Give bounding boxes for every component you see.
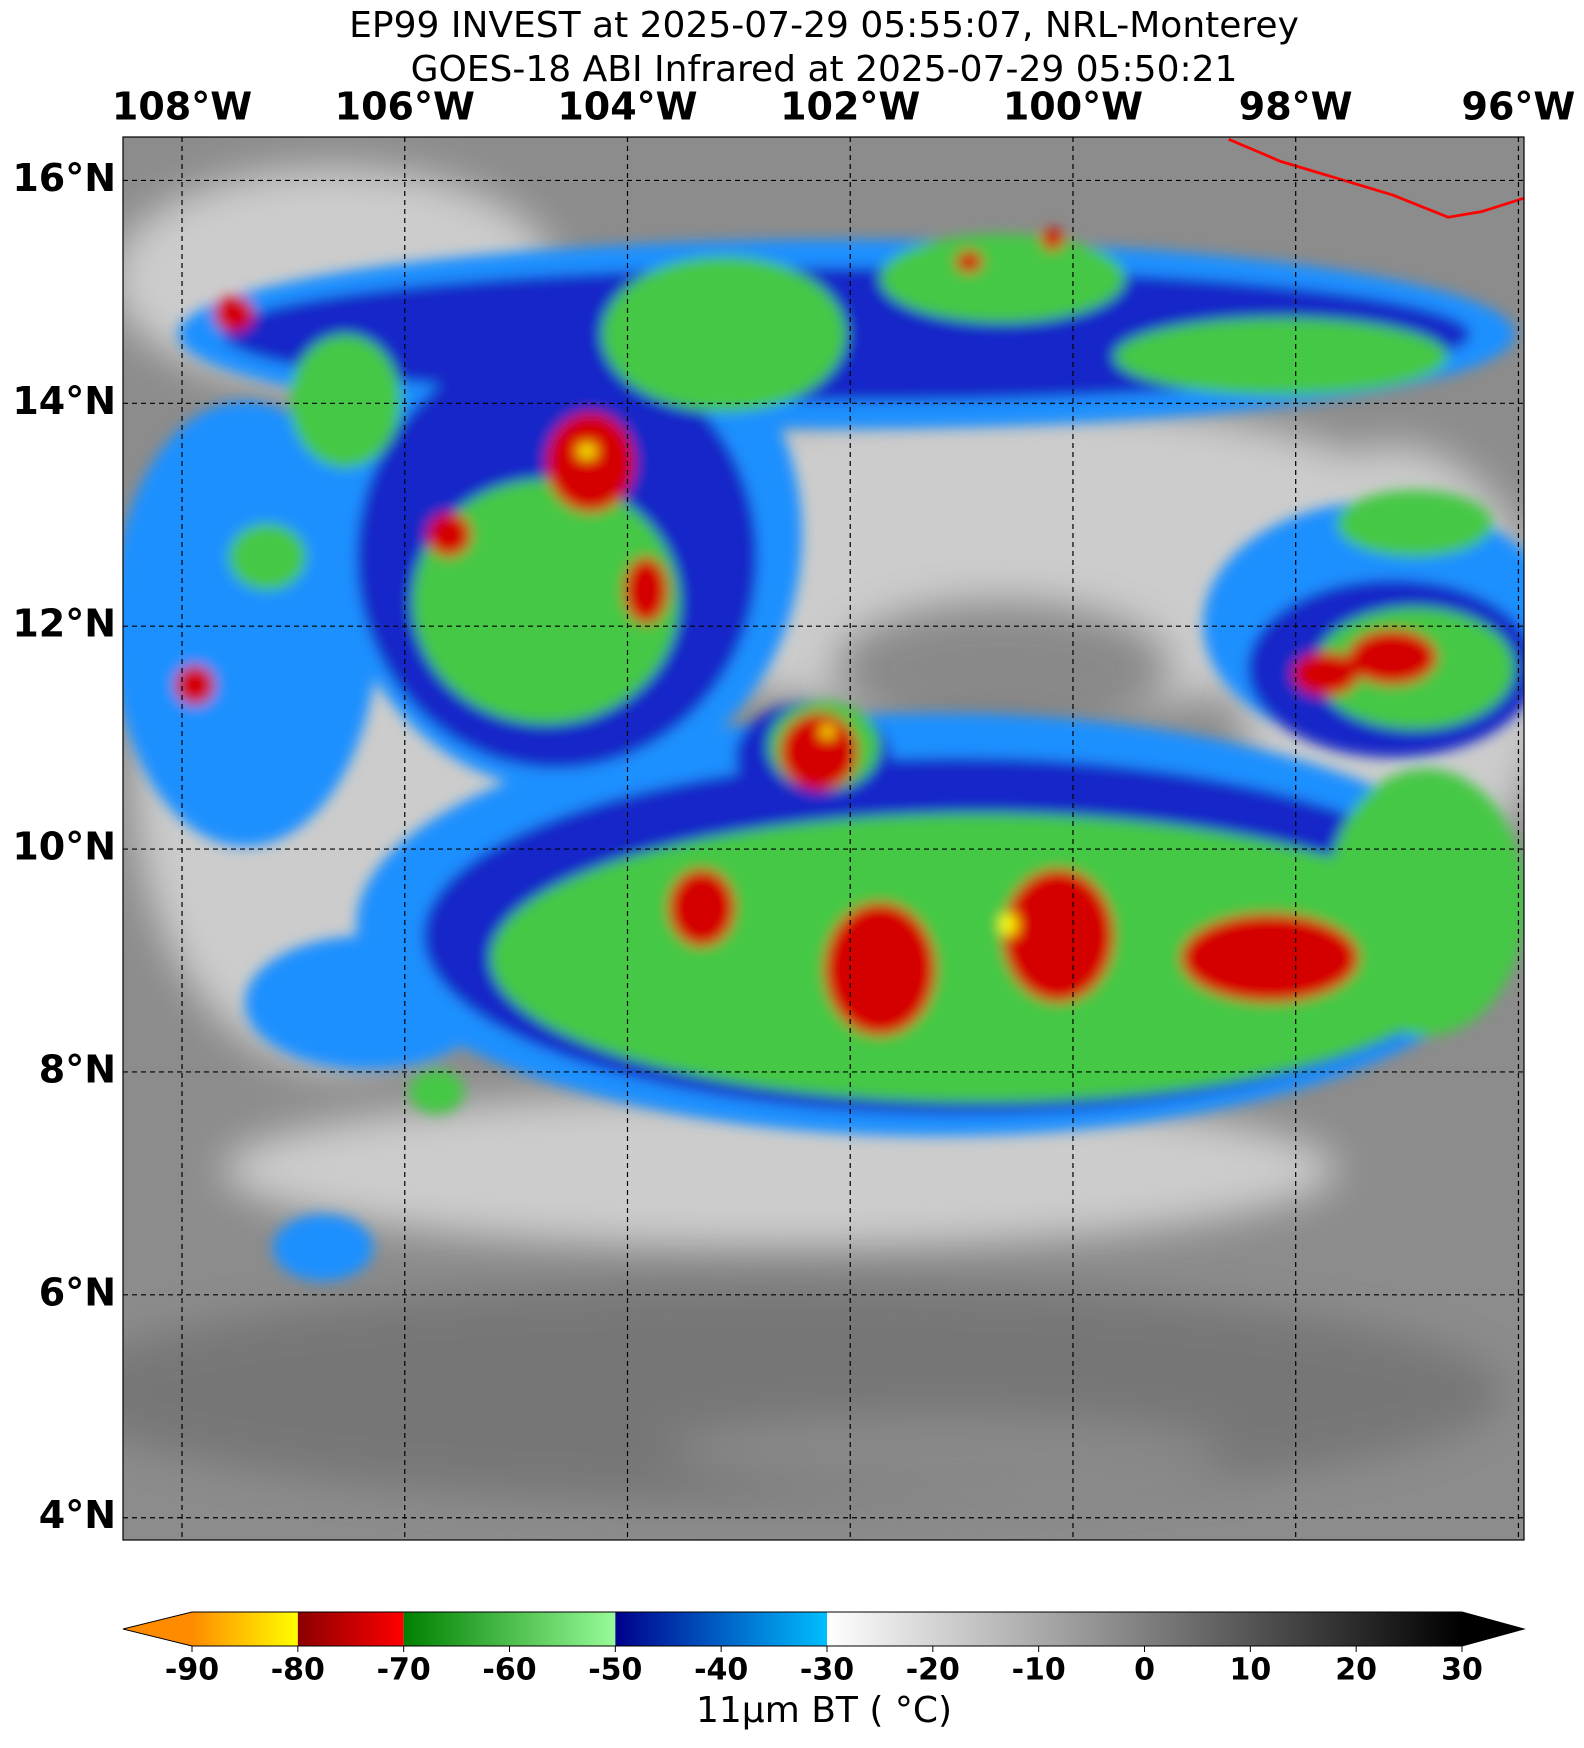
colorbar-tick-label: -30 [800,1653,854,1688]
colorbar-tick-label: -90 [165,1653,219,1688]
x-tick-label: 96°W [1462,85,1576,129]
colorbar-tick-label: -50 [588,1653,642,1688]
colorbar-segment [403,1612,616,1646]
cloud-field [123,137,1524,1504]
x-tick-label: 100°W [1003,85,1143,129]
x-tick-label: 104°W [557,85,697,129]
colorbar-tick-label: -80 [271,1653,325,1688]
colorbar-tick-label: -10 [1012,1653,1066,1688]
satellite-image [123,137,1524,1540]
colorbar-tick-label: -60 [482,1653,536,1688]
colorbar-tick-label: 20 [1335,1653,1377,1688]
y-tick-label: 10°N [12,825,116,869]
x-tick-label: 102°W [780,85,920,129]
colorbar: -90 -80 -70 -60 -50 -40 -30 -20 -10 0 10 20 30 [122,1611,1526,1688]
plot-frame [122,136,1525,1541]
colorbar-tick-label: 10 [1229,1653,1271,1688]
colorbar-segment [615,1612,827,1646]
colorbar-segment [192,1612,298,1646]
y-tick-label: 16°N [12,156,116,200]
colorbar-tick-label: -70 [377,1653,431,1688]
y-tick-label: 14°N [12,379,116,423]
y-tick-label: 8°N [39,1047,116,1091]
colorbar-tick-label: 0 [1134,1653,1155,1688]
colorbar-label: 11μm BT ( °C) [696,1690,952,1731]
title-line: GOES-18 ABI Infrared at 2025-07-29 05:50… [411,49,1238,90]
colorbar-tick-label: -40 [694,1653,748,1688]
y-tick-label: 4°N [39,1493,116,1537]
colorbar-segment [297,1612,404,1646]
colorbar-tick-label: -20 [906,1653,960,1688]
x-tick-label: 106°W [335,85,475,129]
colorbar-extend-over [1462,1612,1524,1646]
x-tick-label: 108°W [112,85,252,129]
y-tick-label: 12°N [12,602,116,646]
title-line: EP99 INVEST at 2025-07-29 05:55:07, NRL-… [349,5,1299,46]
colorbar-tick-label: 30 [1441,1653,1483,1688]
y-tick-label: 6°N [39,1270,116,1314]
x-tick-label: 98°W [1239,85,1353,129]
colorbar-extend-under [123,1612,192,1646]
colorbar-segment [827,1612,1462,1646]
